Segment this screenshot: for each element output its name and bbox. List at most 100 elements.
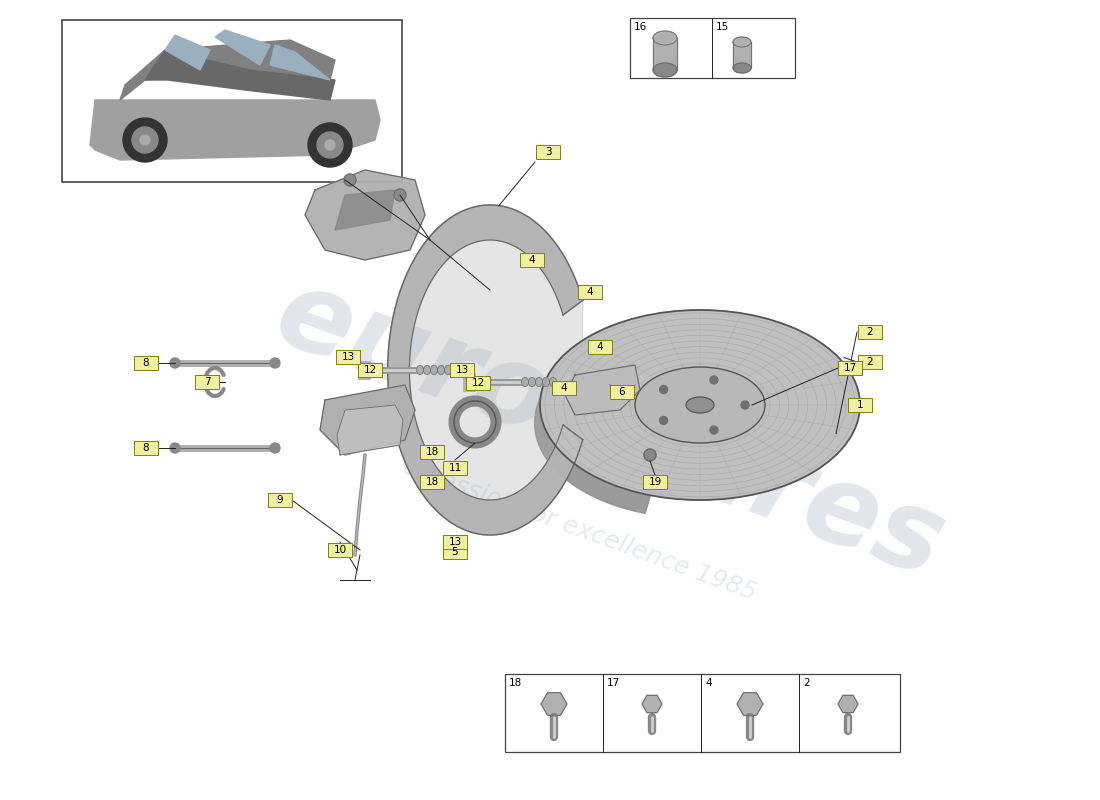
Text: 4: 4 (586, 287, 593, 297)
FancyBboxPatch shape (838, 361, 862, 375)
Ellipse shape (430, 366, 438, 374)
Circle shape (324, 140, 336, 150)
Polygon shape (387, 205, 583, 535)
FancyBboxPatch shape (552, 381, 576, 395)
Polygon shape (653, 38, 676, 70)
Text: 18: 18 (426, 447, 439, 457)
Circle shape (344, 174, 356, 186)
Text: 2: 2 (867, 357, 873, 367)
FancyBboxPatch shape (578, 285, 602, 299)
Text: 6: 6 (618, 387, 625, 397)
FancyBboxPatch shape (420, 475, 444, 489)
Text: 8: 8 (143, 358, 150, 368)
FancyBboxPatch shape (858, 325, 882, 339)
Text: 10: 10 (333, 545, 346, 555)
Circle shape (660, 417, 668, 425)
Polygon shape (733, 42, 751, 68)
FancyBboxPatch shape (466, 376, 490, 390)
FancyBboxPatch shape (610, 385, 634, 399)
Circle shape (270, 443, 280, 453)
Text: 17: 17 (844, 363, 857, 373)
Circle shape (710, 426, 718, 434)
Ellipse shape (653, 31, 676, 45)
Text: 5: 5 (452, 547, 459, 557)
Circle shape (270, 358, 280, 368)
Text: 18: 18 (426, 477, 439, 487)
Polygon shape (90, 100, 379, 160)
FancyBboxPatch shape (328, 543, 352, 557)
Bar (505, 674, 900, 752)
FancyBboxPatch shape (644, 475, 667, 489)
Polygon shape (305, 170, 425, 260)
Ellipse shape (635, 367, 764, 443)
FancyBboxPatch shape (848, 398, 872, 412)
FancyBboxPatch shape (358, 363, 382, 377)
Text: a passion for excellence 1985: a passion for excellence 1985 (400, 454, 760, 606)
Text: 4: 4 (705, 678, 712, 688)
Circle shape (140, 135, 150, 145)
Polygon shape (320, 385, 415, 455)
FancyBboxPatch shape (858, 355, 882, 369)
Ellipse shape (424, 366, 430, 374)
Ellipse shape (653, 63, 676, 77)
Ellipse shape (733, 63, 751, 73)
Polygon shape (565, 365, 640, 415)
FancyBboxPatch shape (520, 253, 544, 267)
Text: 8: 8 (143, 443, 150, 453)
Ellipse shape (540, 310, 860, 500)
Circle shape (170, 358, 180, 368)
Ellipse shape (542, 378, 550, 386)
FancyBboxPatch shape (195, 375, 219, 389)
Ellipse shape (536, 378, 542, 386)
Text: 18: 18 (509, 678, 522, 688)
Polygon shape (387, 205, 583, 535)
Circle shape (394, 189, 406, 201)
Text: 15: 15 (716, 22, 729, 32)
Text: 16: 16 (634, 22, 647, 32)
Ellipse shape (438, 366, 444, 374)
FancyBboxPatch shape (536, 145, 560, 159)
Circle shape (741, 401, 749, 409)
Ellipse shape (521, 378, 528, 386)
Text: eurospares: eurospares (262, 259, 958, 601)
Text: 2: 2 (803, 678, 810, 688)
Circle shape (644, 449, 656, 461)
Polygon shape (165, 35, 210, 70)
Bar (630, 18, 795, 78)
Polygon shape (270, 45, 330, 80)
Ellipse shape (686, 397, 714, 413)
FancyBboxPatch shape (134, 356, 158, 370)
Text: 4: 4 (529, 255, 536, 265)
Bar (463, 373, 475, 391)
Text: 1: 1 (857, 400, 864, 410)
Text: 4: 4 (596, 342, 603, 352)
Text: 13: 13 (449, 537, 462, 547)
Text: 12: 12 (472, 378, 485, 388)
Text: 17: 17 (607, 678, 620, 688)
Text: 11: 11 (449, 463, 462, 473)
Text: 2: 2 (867, 327, 873, 337)
Bar (358, 361, 370, 379)
FancyBboxPatch shape (443, 535, 468, 549)
Ellipse shape (528, 378, 536, 386)
Ellipse shape (550, 378, 557, 386)
FancyBboxPatch shape (268, 493, 292, 507)
Text: 3: 3 (544, 147, 551, 157)
Text: 12: 12 (363, 365, 376, 375)
FancyBboxPatch shape (336, 350, 360, 364)
Circle shape (317, 132, 343, 158)
FancyBboxPatch shape (443, 545, 468, 559)
Circle shape (710, 376, 718, 384)
Text: 13: 13 (455, 365, 469, 375)
Bar (62, 20, 402, 182)
Circle shape (308, 123, 352, 167)
Ellipse shape (417, 366, 424, 374)
Ellipse shape (733, 37, 751, 47)
Circle shape (660, 386, 668, 394)
Text: 13: 13 (341, 352, 354, 362)
Polygon shape (145, 50, 336, 100)
FancyBboxPatch shape (420, 445, 444, 459)
FancyBboxPatch shape (588, 340, 612, 354)
Polygon shape (336, 190, 395, 230)
Polygon shape (120, 40, 336, 100)
